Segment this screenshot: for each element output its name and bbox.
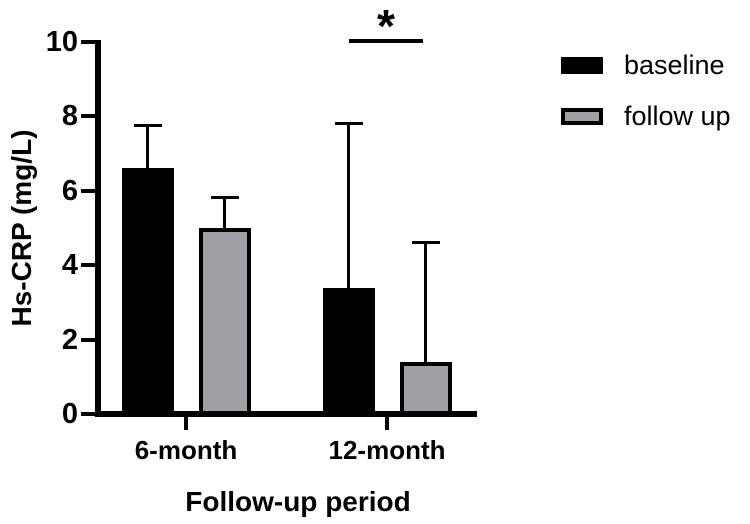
error-bar-line-follow-up-6-month: [223, 198, 226, 232]
error-bar-cap-follow-up-6-month: [210, 196, 239, 200]
bar-baseline-12-month: [322, 287, 375, 417]
significance-asterisk-12-month: *: [377, 0, 395, 52]
bar-follow-up-12-month: [399, 361, 452, 417]
y-axis-line: [95, 40, 101, 417]
bar-baseline-6-month: [121, 168, 174, 417]
y-tick-label-8: 8: [61, 100, 78, 133]
legend-swatch-follow-up: [561, 107, 603, 125]
error-bar-cap-follow-up-12-month: [411, 240, 440, 244]
legend-label-baseline: baseline: [624, 50, 725, 80]
significance-line-12-month: [349, 39, 423, 43]
y-tick-2: [81, 337, 95, 342]
legend-swatch-baseline: [561, 56, 603, 74]
x-tick-label-6-month: 6-month: [134, 435, 238, 465]
x-tick-12-month: [385, 417, 389, 430]
bar-follow-up-6-month: [198, 228, 251, 417]
x-tick-label-12-month: 12-month: [328, 435, 446, 465]
y-tick-label-10: 10: [45, 26, 78, 58]
error-bar-line-baseline-6-month: [146, 125, 149, 173]
x-tick-6-month: [184, 417, 188, 430]
y-tick-label-0: 0: [61, 398, 78, 430]
error-bar-line-baseline-12-month: [347, 123, 350, 292]
y-tick-8: [81, 114, 95, 119]
legend-item-baseline: baseline: [561, 50, 731, 80]
y-tick-label-2: 2: [61, 323, 78, 356]
y-tick-6: [81, 188, 95, 193]
x-axis-title: Follow-up period: [185, 486, 411, 517]
error-bar-cap-baseline-12-month: [334, 121, 363, 125]
y-tick-label-4: 4: [61, 249, 78, 282]
legend-item-follow-up: follow up: [561, 101, 731, 131]
legend-label-follow-up: follow up: [624, 101, 731, 131]
error-bar-line-follow-up-12-month: [424, 242, 427, 366]
y-tick-label-6: 6: [61, 174, 78, 207]
y-tick-4: [81, 263, 95, 268]
x-axis-line: [95, 411, 477, 417]
y-axis-title: Hs-CRP (mg/L): [6, 129, 37, 327]
legend: baseline follow up: [561, 52, 731, 154]
y-tick-0: [81, 412, 95, 416]
error-bar-cap-baseline-6-month: [133, 123, 162, 127]
y-tick-10: [81, 40, 95, 44]
